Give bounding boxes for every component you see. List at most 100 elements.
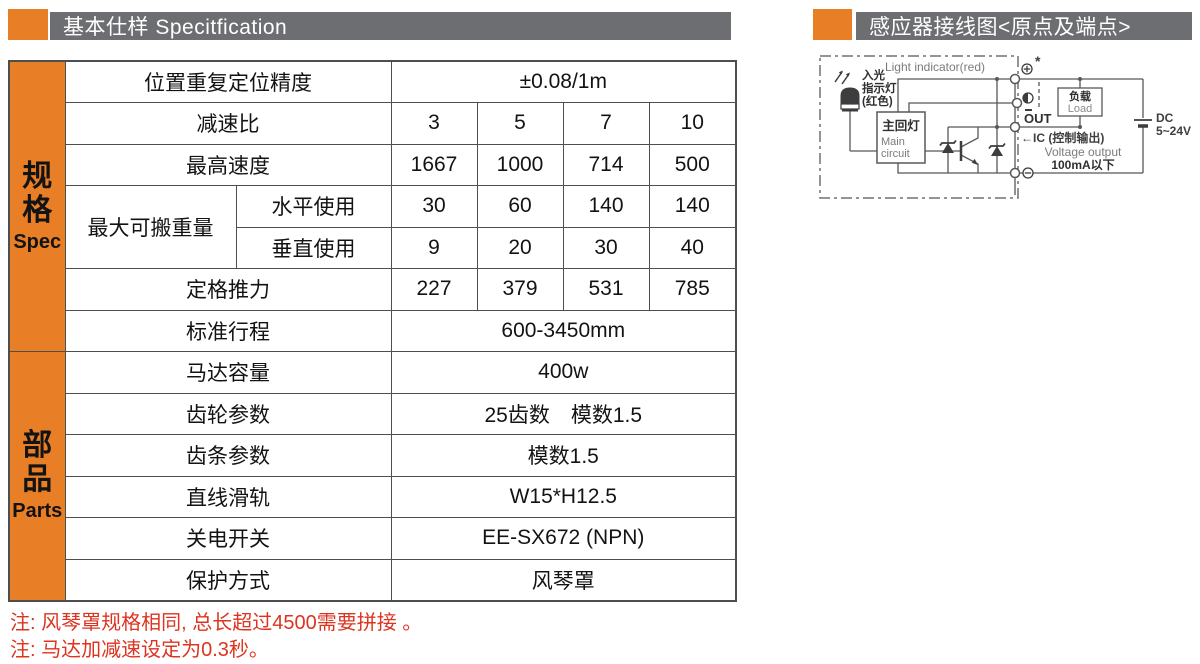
row-stroke-label: 标准行程	[64, 309, 392, 352]
cell-value: 20	[476, 226, 564, 269]
transistor-icon	[959, 141, 978, 165]
zener-diode-icon	[988, 142, 1006, 156]
red-color-label: (红色)	[862, 94, 893, 108]
star-label: *	[1035, 53, 1041, 69]
row-gear-value: 25齿数 模数1.5	[390, 392, 737, 435]
right-header-bar: 感应器接线图<原点及端点>	[856, 12, 1192, 40]
ic-output-label: ←IC (控制输出)	[1021, 130, 1104, 145]
main-circuit-cn-label: 主回灯	[882, 118, 920, 133]
cell-value: 5	[476, 102, 564, 145]
cell-value: 785	[648, 268, 737, 311]
cell-value: 40	[648, 226, 737, 269]
left-header-bar: 基本仕样 Specitfication	[50, 12, 731, 40]
junction-dots	[995, 77, 1082, 129]
cell-value: 140	[562, 185, 650, 228]
table-row: 齿轮参数 25齿数 模数1.5	[9, 392, 737, 435]
terminal-circles	[1009, 73, 1023, 179]
table-row: 最高速度 1667 1000 714 500	[9, 143, 737, 186]
row-protection-label: 保护方式	[64, 558, 392, 601]
current-limit-label: 100mA以下	[1051, 158, 1114, 172]
sidebar-spec-en: Spec	[13, 230, 62, 253]
row-rack-value: 模数1.5	[390, 434, 737, 477]
cell-value: 7	[562, 102, 650, 145]
light-indicator-en-label: Light indicator(red)	[885, 60, 985, 74]
right-header-accent-square	[813, 9, 852, 40]
out-terminal-label: OUT	[1024, 111, 1052, 126]
sidebar-parts-cn: 部 品	[22, 428, 53, 497]
sidebar-parts-en: Parts	[12, 499, 63, 522]
load-cn-label: 负载	[1069, 89, 1091, 103]
load-en-label: Load	[1068, 103, 1092, 115]
sensor-wiring-diagram: 入光 指示灯 (红色) Light indicator(red) 主回灯 Mai…	[819, 53, 1191, 199]
sidebar-spec-cn: 规 格	[22, 159, 53, 228]
load-box	[1057, 87, 1103, 117]
cell-value: 3	[390, 102, 478, 145]
row-guide-label: 直线滑轨	[64, 475, 392, 518]
table-row: 规 格 Spec 位置重复定位精度 ±0.08/1m	[8, 60, 737, 352]
table-row: 标准行程 600-3450mm	[9, 309, 737, 352]
sidebar-spec: 规 格 Spec	[8, 60, 66, 352]
main-circuit-en-label-1: Main	[881, 136, 905, 148]
table-row: 直线滑轨 W15*H12.5	[9, 475, 737, 518]
row-switch-value: EE-SX672 (NPN)	[390, 517, 737, 560]
row-motor-label: 马达容量	[64, 351, 392, 394]
table-row: 保护方式 风琴罩	[9, 558, 737, 601]
table-row: 最大可搬重量 水平使用 30 60 140 140	[9, 185, 737, 269]
table-row: 部 品 Parts 马达容量 400w	[8, 351, 737, 601]
row-guide-value: W15*H12.5	[390, 475, 737, 518]
table-row: 垂直使用 9 20 30 40	[9, 226, 737, 269]
row-maxspeed-label: 最高速度	[64, 143, 392, 186]
right-header-title: 感应器接线图<原点及端点>	[869, 16, 1132, 39]
cell-value: 60	[476, 185, 564, 228]
row-stroke-value: 600-3450mm	[390, 309, 737, 352]
battery-icon	[1134, 119, 1152, 128]
table-row: 减速比 3 5 7 10	[9, 102, 737, 145]
left-header-title: 基本仕样 Specitfication	[63, 16, 288, 39]
main-circuit-en-label-2: circuit	[881, 148, 910, 160]
row-thrust-label: 定格推力	[64, 268, 392, 311]
light-in-label: 入光	[862, 68, 885, 82]
sidebar-parts: 部 品 Parts	[8, 351, 66, 601]
left-header-accent-square	[8, 9, 48, 40]
table-row: 关电开关 EE-SX672 (NPN)	[9, 517, 737, 560]
cell-value: 9	[390, 226, 478, 269]
row-payload-label: 最大可搬重量	[64, 185, 237, 269]
table-row: 定格推力 227 379 531 785	[9, 268, 737, 311]
indicator-terminal-icon	[1022, 92, 1034, 111]
spec-table: 规 格 Spec 位置重复定位精度 ±0.08/1m 减速比 3 5 7 10 …	[8, 60, 738, 602]
cell-value: 227	[390, 268, 478, 311]
cell-value: 1667	[390, 143, 478, 186]
note-line-1: 注: 风琴罩规格相同, 总长超过4500需要拼接 。	[10, 612, 423, 634]
zener-diode-icon	[939, 139, 957, 153]
main-circuit-box	[876, 111, 926, 164]
dc-label: DC	[1156, 111, 1174, 125]
row-protection-value: 风琴罩	[390, 558, 737, 601]
dc-range-label: 5~24V	[1156, 124, 1191, 138]
cell-value: 30	[562, 226, 650, 269]
indicator-label: 指示灯	[862, 81, 897, 95]
cell-value: 140	[648, 185, 737, 228]
cell-value: 10	[648, 102, 737, 145]
row-rack-label: 齿条参数	[64, 434, 392, 477]
row-accuracy-label: 位置重复定位精度	[64, 60, 392, 103]
led-indicator-icon	[834, 70, 860, 112]
cell-value: 500	[648, 143, 737, 186]
minus-terminal-icon	[1022, 167, 1034, 179]
cell-value: 379	[476, 268, 564, 311]
row-gear-label: 齿轮参数	[64, 392, 392, 435]
row-motor-value: 400w	[390, 351, 737, 394]
row-payload-horizontal-label: 水平使用	[235, 185, 392, 228]
table-row: 齿条参数 模数1.5	[9, 434, 737, 477]
cell-value: 531	[562, 268, 650, 311]
row-accuracy-value: ±0.08/1m	[390, 60, 737, 103]
voltage-output-label: Voltage output	[1045, 145, 1122, 159]
row-switch-label: 关电开关	[64, 517, 392, 560]
plus-terminal-icon	[1021, 63, 1033, 75]
row-reduction-label: 减速比	[64, 102, 392, 145]
row-payload-vertical-label: 垂直使用	[235, 226, 392, 269]
cell-value: 714	[562, 143, 650, 186]
note-line-2: 注: 马达加减速设定为0.3秒。	[10, 639, 269, 661]
cell-value: 1000	[476, 143, 564, 186]
cell-value: 30	[390, 185, 478, 228]
